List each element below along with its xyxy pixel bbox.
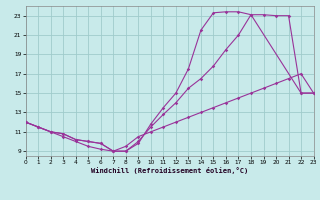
X-axis label: Windchill (Refroidissement éolien,°C): Windchill (Refroidissement éolien,°C) — [91, 167, 248, 174]
